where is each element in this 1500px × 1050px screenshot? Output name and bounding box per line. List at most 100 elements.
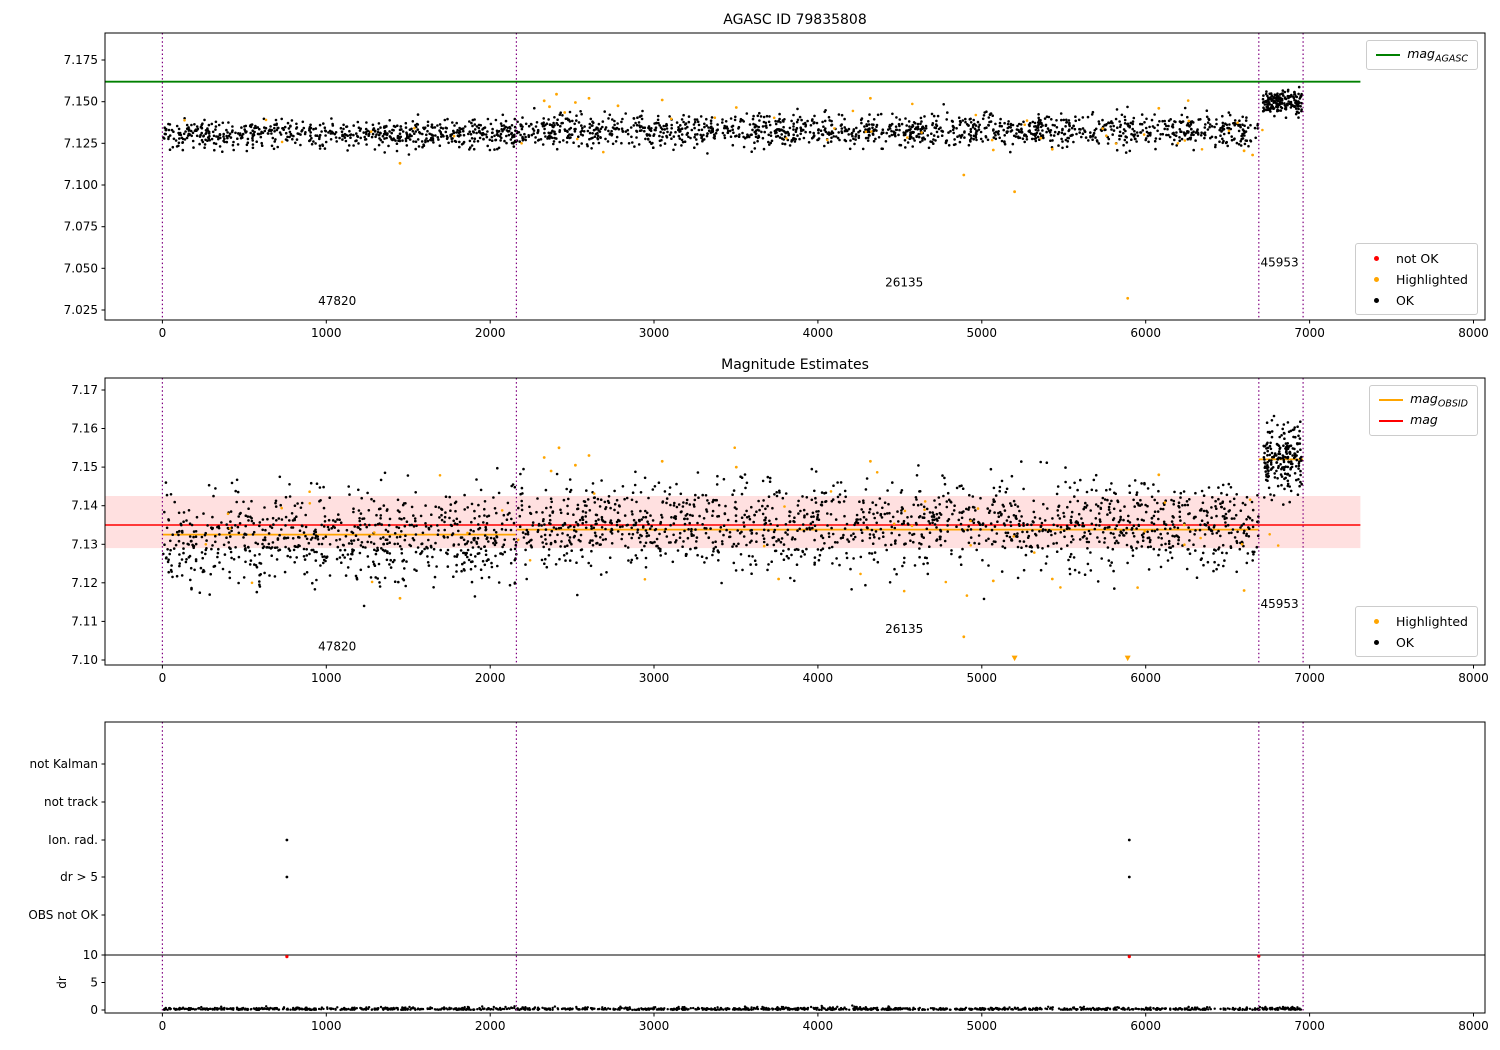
plot-agasc: 47820 26135 45953 7.025 7.050 7.075 7.100 7.125… [64,32,1489,340]
obsid-annotation: 26135 [885,276,923,290]
highlighted-points [204,446,1280,662]
ok-points [162,85,1303,156]
obsid-annotations: 47820 26135 45953 [318,597,1299,653]
mag-line-swatch [1379,420,1404,422]
highlighted-points [183,92,1264,300]
flag-category-label: not track [44,795,98,809]
obsid-boundary-vlines [161,722,1304,1013]
x-tick-label: 0 [159,326,167,340]
ok-dot-swatch [1365,639,1389,645]
x-tick-label: 6000 [1130,671,1161,685]
plot1-legend-lines: magAGASC [1366,40,1478,70]
flag-points [285,838,1131,879]
legend-item-ok: OK [1365,632,1468,652]
ok-points [162,414,1303,608]
legend-item-highlighted: Highlighted [1365,611,1468,631]
x-tick-label: 1000 [311,1019,342,1033]
y-tick-label: 7.175 [64,53,98,67]
x-tick-label: 6000 [1130,1019,1161,1033]
obsid-annotation: 45953 [1261,597,1299,611]
y-axis-ticks: 7.025 7.050 7.075 7.100 7.125 7.150 7.175 [64,53,105,317]
plot-flags-dr: not Kalman not track Ion. rad. dr > 5 OBS no… [28,721,1489,1033]
legend-item-highlighted: Highlighted [1365,269,1468,289]
flag-category-label: OBS not OK [28,908,99,922]
axes-frame [104,32,1486,321]
y-tick-label: 7.13 [71,537,98,551]
highlighted-dot-swatch [1365,276,1389,282]
x-tick-label: 5000 [967,1019,998,1033]
x-tick-label: 0 [159,671,167,685]
legend-label: OK [1395,292,1414,308]
y-tick-label: 7.14 [71,499,98,513]
plot2-legend-points: Highlighted OK [1354,606,1478,657]
mag-agasc-line-swatch [1376,54,1401,56]
x-tick-label: 3000 [639,671,670,685]
y-tick-label: 7.075 [64,220,98,234]
plot1-title: AGASC ID 79835808 [723,12,867,28]
y-tick-label: 7.10 [71,653,98,667]
y-tick-label: 7.025 [64,303,98,317]
obsid-annotation: 45953 [1261,256,1299,270]
x-axis-ticks: 0 1000 2000 3000 4000 5000 6000 7000 8000 [159,1013,1489,1033]
flag-category-label: Ion. rad. [48,833,98,847]
x-tick-label: 6000 [1130,326,1161,340]
x-tick-label: 1000 [311,671,342,685]
flag-category-labels: not Kalman not track Ion. rad. dr > 5 OBS no… [28,757,105,922]
dr-axis-label: dr [55,976,69,989]
x-tick-label: 8000 [1458,1019,1489,1033]
x-tick-label: 4000 [803,1019,834,1033]
dr-tick-label: 0 [90,1003,98,1017]
legend-label: Highlighted [1395,613,1468,629]
x-tick-label: 1000 [311,326,342,340]
legend-label: magAGASC [1407,45,1468,65]
x-tick-label: 7000 [1294,671,1325,685]
legend-label: not OK [1395,250,1439,266]
not-ok-dot-swatch [1365,255,1389,261]
plot1-legend-points: not OK Highlighted OK [1354,243,1478,315]
plot2-legend-lines: magOBSID mag [1369,385,1478,436]
x-axis-ticks: 0 1000 2000 3000 4000 5000 6000 7000 8000 [159,665,1489,685]
y-tick-label: 7.15 [71,460,98,474]
x-tick-label: 7000 [1294,326,1325,340]
x-tick-label: 2000 [475,1019,506,1033]
obsid-annotations: 47820 26135 45953 [318,256,1299,308]
legend-item-mag: mag [1379,411,1468,431]
legend-item-mag-obsid: magOBSID [1379,390,1468,410]
y-tick-label: 7.150 [64,95,98,109]
x-tick-label: 8000 [1458,326,1489,340]
y-tick-label: 7.16 [71,422,98,436]
y-tick-label: 7.17 [71,383,98,397]
x-tick-label: 2000 [475,671,506,685]
legend-label: magOBSID [1410,390,1468,410]
x-tick-label: 2000 [475,326,506,340]
axes-frame [104,721,1486,1014]
obsid-boundary-vlines [161,378,1304,665]
y-axis-ticks: 7.10 7.11 7.12 7.13 7.14 7.15 7.16 7.17 [71,383,105,667]
y-tick-label: 7.050 [64,261,98,275]
mag-obsid-line-swatch [1379,399,1404,401]
dr-tick-label: 10 [83,948,98,962]
obsid-annotation: 26135 [885,622,923,636]
obsid-annotation: 47820 [318,294,356,308]
x-tick-label: 5000 [967,671,998,685]
legend-item-mag-agasc: magAGASC [1376,45,1468,65]
y-tick-label: 7.100 [64,178,98,192]
legend-label: OK [1395,634,1414,650]
y-tick-label: 7.11 [71,614,98,628]
legend-label: mag [1410,411,1438,427]
flag-category-label: not Kalman [30,757,98,771]
plot2-title: Magnitude Estimates [721,357,869,373]
dr-points [162,1004,1303,1012]
flag-category-label: dr > 5 [60,870,98,884]
x-tick-label: 4000 [803,326,834,340]
legend-item-ok: OK [1365,290,1468,310]
legend-label: Highlighted [1395,271,1468,287]
x-tick-label: 4000 [803,671,834,685]
x-tick-label: 0 [159,1019,167,1033]
ok-dot-swatch [1365,297,1389,303]
dr-axis-ticks: 0 5 10 [83,948,105,1017]
axes-frame [104,377,1486,666]
obsid-annotation: 47820 [318,639,356,653]
